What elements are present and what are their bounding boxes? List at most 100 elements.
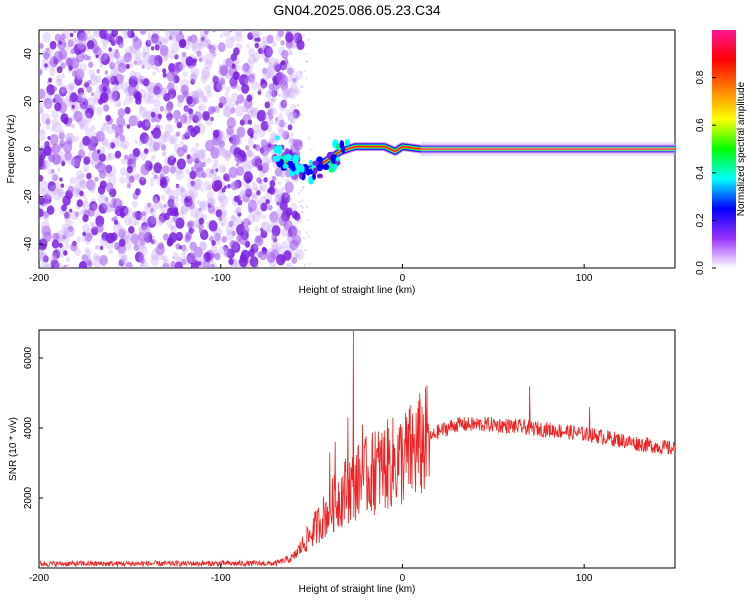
noise-blob — [176, 158, 186, 170]
noise-blob — [74, 212, 80, 218]
noise-blob — [51, 109, 59, 119]
noise-blob — [128, 175, 135, 184]
noise-blob — [69, 176, 77, 185]
noise-blob — [47, 136, 51, 140]
noise-blob — [300, 245, 303, 248]
ridge-blob — [336, 156, 340, 162]
noise-blob — [79, 62, 87, 72]
noise-blob — [92, 181, 97, 186]
noise-blob — [52, 249, 61, 259]
noise-blob — [180, 187, 184, 192]
noise-blob — [282, 98, 288, 105]
noise-blob — [218, 97, 223, 103]
noise-blob — [64, 132, 74, 144]
noise-blob — [210, 244, 218, 253]
noise-blob — [166, 112, 173, 121]
noise-blob — [82, 214, 89, 223]
noise-blob — [39, 188, 45, 195]
noise-blob — [130, 44, 138, 54]
noise-blob — [307, 38, 311, 41]
noise-blob — [176, 121, 182, 129]
noise-blob — [235, 32, 243, 42]
noise-blob — [306, 205, 309, 209]
noise-blob — [284, 57, 289, 64]
noise-blob — [256, 190, 261, 196]
noise-blob — [95, 75, 102, 84]
noise-blob — [39, 69, 43, 76]
noise-blob — [96, 223, 104, 233]
noise-blob — [184, 132, 191, 140]
noise-blob — [164, 30, 174, 38]
noise-blob — [123, 122, 128, 127]
noise-blob — [211, 81, 215, 86]
noise-blob — [134, 188, 141, 196]
noise-blob — [195, 142, 200, 148]
noise-blob — [211, 240, 216, 246]
noise-blob — [104, 197, 109, 202]
noise-blob — [129, 96, 132, 101]
noise-blob — [119, 134, 125, 142]
noise-blob — [274, 121, 278, 125]
noise-blob — [201, 148, 207, 156]
noise-blob — [40, 261, 50, 268]
noise-blob — [150, 254, 160, 267]
ridge-blob — [312, 167, 318, 175]
noise-blob — [120, 139, 130, 150]
noise-blob — [231, 134, 240, 146]
y-tick-label: -40 — [23, 237, 34, 252]
noise-blob — [191, 228, 195, 233]
noise-blob — [164, 38, 169, 44]
noise-blob — [231, 215, 237, 223]
noise-blob — [254, 144, 261, 152]
noise-blob — [97, 193, 107, 206]
noise-blob — [204, 84, 212, 93]
noise-blob — [190, 192, 196, 199]
noise-blob — [154, 200, 162, 209]
noise-blob — [247, 73, 256, 83]
noise-blob — [310, 148, 313, 151]
noise-blob — [204, 53, 214, 65]
noise-blob — [280, 99, 288, 109]
noise-blob — [290, 132, 294, 137]
noise-blob — [224, 150, 231, 157]
noise-blob — [65, 256, 71, 263]
noise-blob — [266, 65, 276, 78]
noise-blob — [172, 157, 177, 163]
noise-blob — [175, 243, 181, 250]
noise-blob — [229, 79, 238, 90]
noise-blob — [40, 233, 50, 245]
noise-blob — [123, 206, 132, 217]
spectrogram-x-ticks: -200 -100 0 100 — [29, 264, 593, 284]
noise-blob — [228, 220, 234, 228]
noise-blob — [153, 98, 161, 108]
noise-blob — [190, 34, 198, 44]
noise-blob — [81, 207, 86, 213]
noise-blob — [122, 101, 126, 106]
noise-blob — [166, 101, 174, 111]
noise-blob — [132, 35, 139, 43]
noise-blob — [185, 231, 192, 241]
noise-blob — [287, 112, 296, 122]
noise-blob — [219, 204, 225, 211]
noise-blob — [271, 107, 278, 116]
noise-blob — [258, 178, 263, 185]
noise-blob — [283, 91, 289, 98]
noise-blob — [292, 109, 300, 119]
noise-blob — [226, 176, 231, 182]
noise-blob — [237, 211, 242, 217]
noise-blob — [191, 91, 199, 100]
noise-blob — [117, 246, 126, 257]
noise-blob — [226, 74, 230, 79]
noise-blob — [196, 50, 202, 57]
noise-blob — [297, 200, 301, 203]
noise-blob — [140, 163, 150, 176]
noise-blob — [133, 60, 138, 65]
noise-blob — [181, 258, 187, 265]
noise-blob — [199, 42, 203, 47]
noise-blob — [299, 113, 303, 117]
colorbar-tick-label: 0.0 — [695, 261, 706, 275]
noise-blob — [197, 261, 202, 266]
noise-blob — [151, 46, 155, 51]
noise-blob — [114, 150, 122, 159]
noise-blob — [247, 139, 254, 147]
